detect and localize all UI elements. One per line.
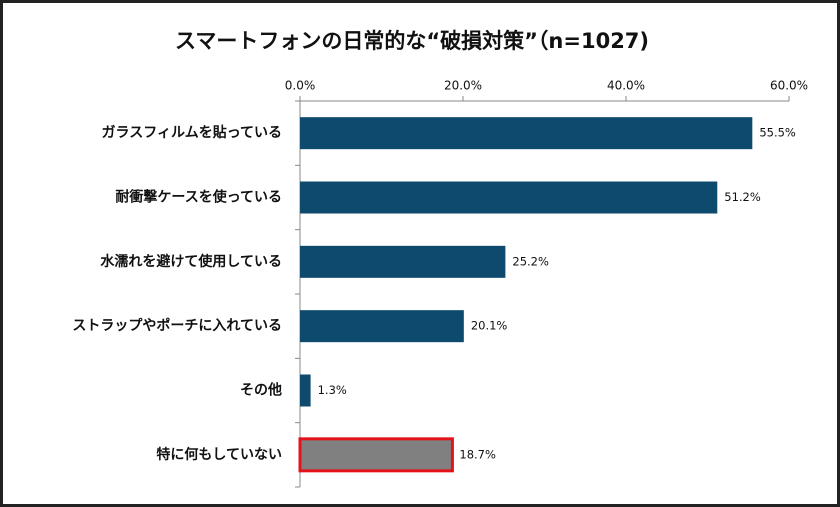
bar bbox=[300, 310, 464, 343]
y-tick-label: 水濡れを避けて使用している bbox=[100, 253, 282, 270]
x-tick-label: 20.0% bbox=[444, 79, 482, 93]
value-label: 25.2% bbox=[512, 254, 549, 268]
y-tick-label: その他 bbox=[240, 382, 282, 399]
value-label: 55.5% bbox=[759, 126, 796, 140]
y-tick-label: 特に何もしていない bbox=[156, 446, 282, 463]
value-label: 20.1% bbox=[471, 319, 508, 333]
x-tick-label: 0.0% bbox=[285, 79, 316, 93]
chart-title: スマートフォンの日常的な“破損対策”（n=1027) bbox=[175, 29, 649, 53]
y-tick-label: ストラップやポーチに入れている bbox=[72, 317, 282, 334]
x-tick-label: 60.0% bbox=[770, 79, 808, 93]
bar bbox=[300, 117, 753, 150]
value-label: 1.3% bbox=[318, 383, 347, 397]
y-tick-label: ガラスフィルムを貼っている bbox=[102, 124, 282, 141]
bar bbox=[298, 437, 454, 473]
bar bbox=[300, 374, 311, 407]
value-label: 51.2% bbox=[724, 190, 761, 204]
value-label: 18.7% bbox=[459, 447, 496, 461]
bar bbox=[300, 181, 718, 214]
bar bbox=[300, 245, 506, 278]
x-tick-label: 40.0% bbox=[607, 79, 645, 93]
y-tick-label: 耐衝撃ケースを使っている bbox=[115, 189, 282, 206]
